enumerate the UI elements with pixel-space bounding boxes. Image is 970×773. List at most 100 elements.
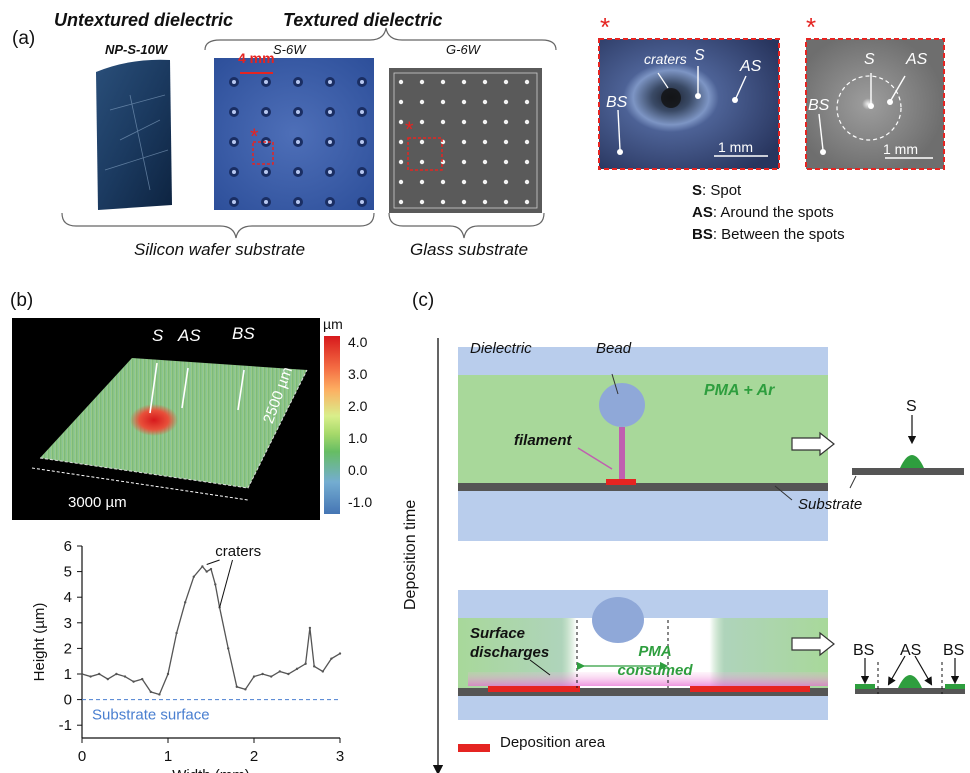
sample-spot-center [328, 140, 332, 144]
profile-point [158, 693, 161, 696]
profile-point [252, 675, 256, 678]
sample-spot [440, 119, 446, 125]
deposition-time-label: Deposition time [402, 499, 419, 610]
colorbar-tick: 3.0 [348, 366, 368, 382]
profile-point [141, 677, 144, 681]
profile-point [209, 567, 213, 571]
sample-spot-center [296, 200, 300, 204]
y-tick-label: 1 [64, 666, 72, 683]
sample-spot [482, 139, 488, 145]
scale-label-4mm: 4 mm [238, 50, 275, 66]
np-sample [96, 59, 172, 210]
sample-spot [440, 199, 446, 205]
sample-spot [461, 159, 467, 165]
sample-spot-center [296, 140, 300, 144]
surface-discharges-label: Surface discharges [470, 625, 550, 661]
x-tick-label: 1 [164, 748, 172, 765]
sample-spot-center [264, 170, 268, 174]
profile-point [205, 570, 208, 573]
glass-brace [388, 212, 545, 239]
colorbar-tick: 4.0 [348, 334, 368, 350]
y-tick-label: 5 [64, 564, 72, 581]
map-x-extent: 3000 µm [68, 494, 127, 511]
profile-point [132, 680, 135, 683]
sample-label-g6w: G-6W [446, 42, 480, 57]
sample-spot-center [360, 170, 364, 174]
sample-spot [398, 159, 404, 165]
sample-spot [503, 159, 509, 165]
result-bs-left: BS [853, 642, 875, 659]
sample-spot [482, 159, 488, 165]
sample-spot [398, 139, 404, 145]
sample-spot [419, 99, 425, 105]
map-as: AS [178, 326, 201, 345]
sample-spot-center [232, 140, 236, 144]
profile-point [89, 675, 92, 678]
zoom2-s: S [864, 51, 875, 68]
deposition-area-label: Deposition area [500, 734, 606, 751]
panel-b-label: (b) [10, 290, 34, 311]
craters-annotation: craters [215, 543, 261, 560]
x-axis-label: Width (mm) [172, 767, 250, 773]
sample-spot [419, 199, 425, 205]
profile-point [227, 647, 230, 650]
sample-spot [398, 199, 404, 205]
profile-point [80, 672, 84, 676]
sample-spot [503, 139, 509, 145]
x-tick-label: 2 [250, 748, 258, 765]
sample-label-s6w: S-6W [273, 42, 306, 57]
y-tick-label: 6 [64, 538, 72, 555]
substrate-surface-label: Substrate surface [92, 707, 210, 724]
y-tick-label: 0 [64, 692, 72, 709]
profile-point [201, 565, 204, 568]
legend-between: BS: Between the spots [692, 226, 845, 243]
sample-spot [524, 99, 530, 105]
sample-spot [524, 79, 530, 85]
silicon-brace [61, 212, 375, 239]
sample-spot [524, 179, 530, 185]
y-axis-label: Height (µm) [31, 603, 48, 682]
sample-spot [398, 99, 404, 105]
craters-arrow-1 [206, 559, 220, 565]
sample-spot [503, 99, 509, 105]
glass-substrate-label: Glass substrate [410, 240, 529, 259]
profile-point [321, 670, 324, 673]
sample-spot-center [232, 170, 236, 174]
s6w-star: * [250, 124, 259, 149]
x-tick-label: 3 [336, 748, 344, 765]
mechanism-diagram [432, 338, 965, 773]
sample-spot-center [296, 80, 300, 84]
substrate-label: Substrate [798, 496, 863, 513]
x-tick-label: 0 [78, 748, 86, 765]
zoom1-as: AS [740, 58, 762, 75]
map-s: S [152, 326, 164, 345]
colorbar-tick: 2.0 [348, 398, 368, 414]
sample-spot [482, 119, 488, 125]
colorbar-tick: 1.0 [348, 430, 368, 446]
sample-spot [461, 119, 467, 125]
profile-point [278, 670, 281, 673]
zoom2-image [805, 38, 945, 170]
silicon-substrate-label: Silicon wafer substrate [134, 240, 306, 259]
sample-spot [419, 79, 425, 85]
sample-spot-center [232, 80, 236, 84]
profile-point [304, 662, 307, 665]
profile-point [192, 575, 195, 578]
profile-point [244, 688, 247, 691]
g6w-star: * [405, 117, 414, 142]
sample-spot [461, 99, 467, 105]
map-bs: BS [232, 324, 255, 343]
y-tick-label: 4 [64, 589, 72, 606]
zoom1-scale: 1 mm [718, 139, 753, 155]
profile-point [235, 685, 238, 688]
sample-spot [440, 79, 446, 85]
colorbar-unit: µm [323, 316, 343, 332]
sample-spot-center [296, 110, 300, 114]
sample-spot [524, 159, 530, 165]
craters-arrow-2 [219, 559, 233, 608]
profile-point [106, 677, 110, 681]
sample-spot-center [232, 200, 236, 204]
profile-point [184, 601, 187, 604]
sample-spot [524, 199, 530, 205]
bead-label: Bead [596, 340, 632, 357]
